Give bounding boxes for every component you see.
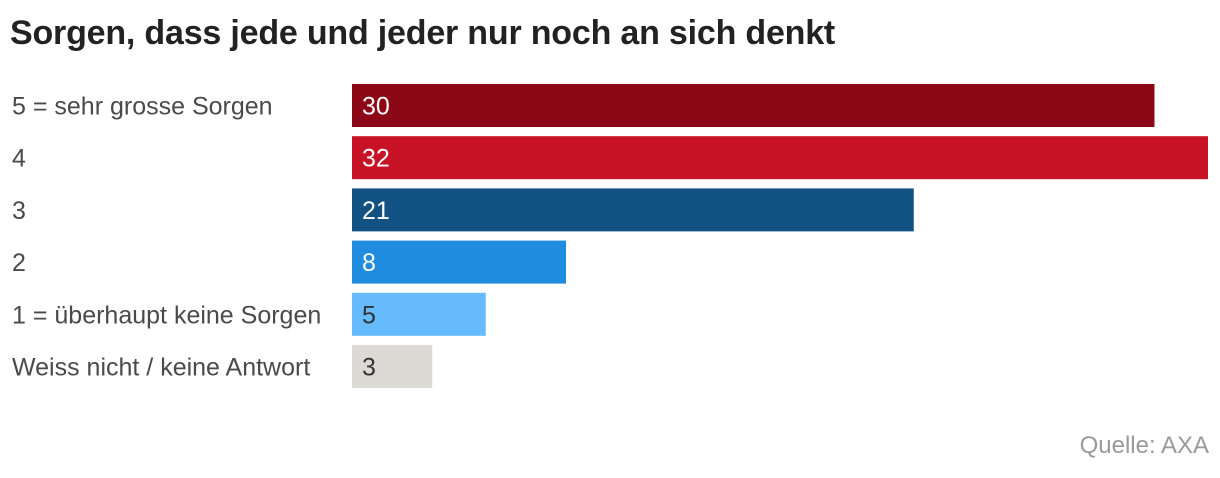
value-label: 8 (362, 249, 376, 277)
bar (352, 136, 1208, 180)
category-label: Weiss nicht / keine Antwort (12, 354, 310, 382)
bar (352, 240, 566, 284)
category-label: 2 (12, 249, 26, 277)
category-label: 1 = überhaupt keine Sorgen (12, 301, 321, 329)
category-label: 5 = sehr grosse Sorgen (12, 93, 273, 121)
category-label: 3 (12, 197, 26, 225)
bar (352, 345, 433, 388)
value-label: 5 (362, 301, 376, 329)
bar (352, 188, 914, 232)
source-note: Quelle: AXA (1079, 432, 1209, 459)
bar (352, 84, 1155, 127)
bar-chart: 5 = sehr grosse Sorgen 30 4 32 3 21 2 8 1 = über… (12, 84, 1208, 388)
value-label: 3 (362, 354, 376, 382)
value-label: 30 (362, 93, 390, 121)
value-label: 32 (362, 145, 390, 173)
bar (352, 292, 486, 336)
chart-title: Sorgen, dass jede und jeder nur noch an … (10, 14, 836, 52)
value-label: 21 (362, 197, 390, 225)
category-label: 4 (12, 145, 26, 173)
